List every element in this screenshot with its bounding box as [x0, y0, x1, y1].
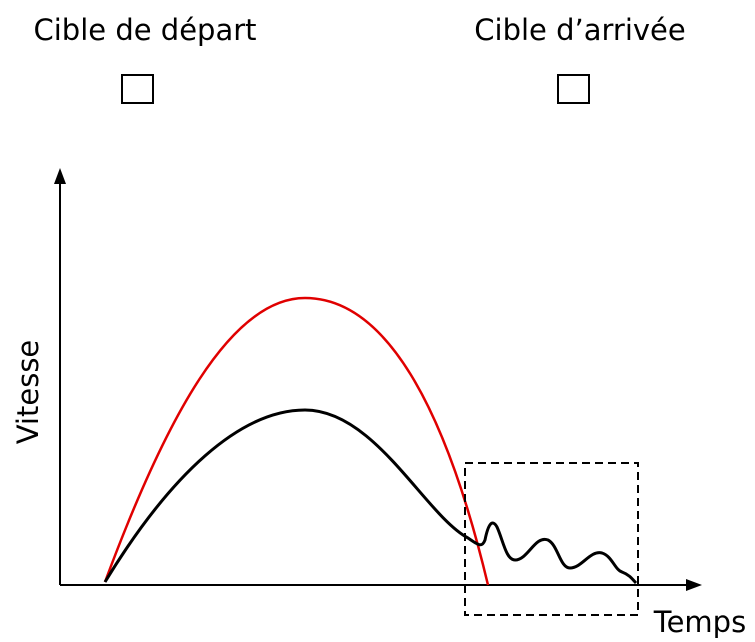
start-checkbox[interactable] — [121, 74, 154, 104]
red-curve — [103, 296, 490, 586]
y-axis-label: Vitesse — [11, 340, 45, 445]
start-target-label: Cible de départ — [33, 13, 256, 47]
x-axis-label: Temps — [653, 605, 746, 639]
y-axis-arrow — [54, 168, 66, 184]
x-axis-arrow — [686, 579, 702, 591]
end-checkbox[interactable] — [557, 74, 590, 104]
end-target-label: Cible d’arrivée — [474, 13, 685, 47]
dashed-zoom-box — [464, 462, 639, 616]
black-curve — [103, 408, 638, 585]
